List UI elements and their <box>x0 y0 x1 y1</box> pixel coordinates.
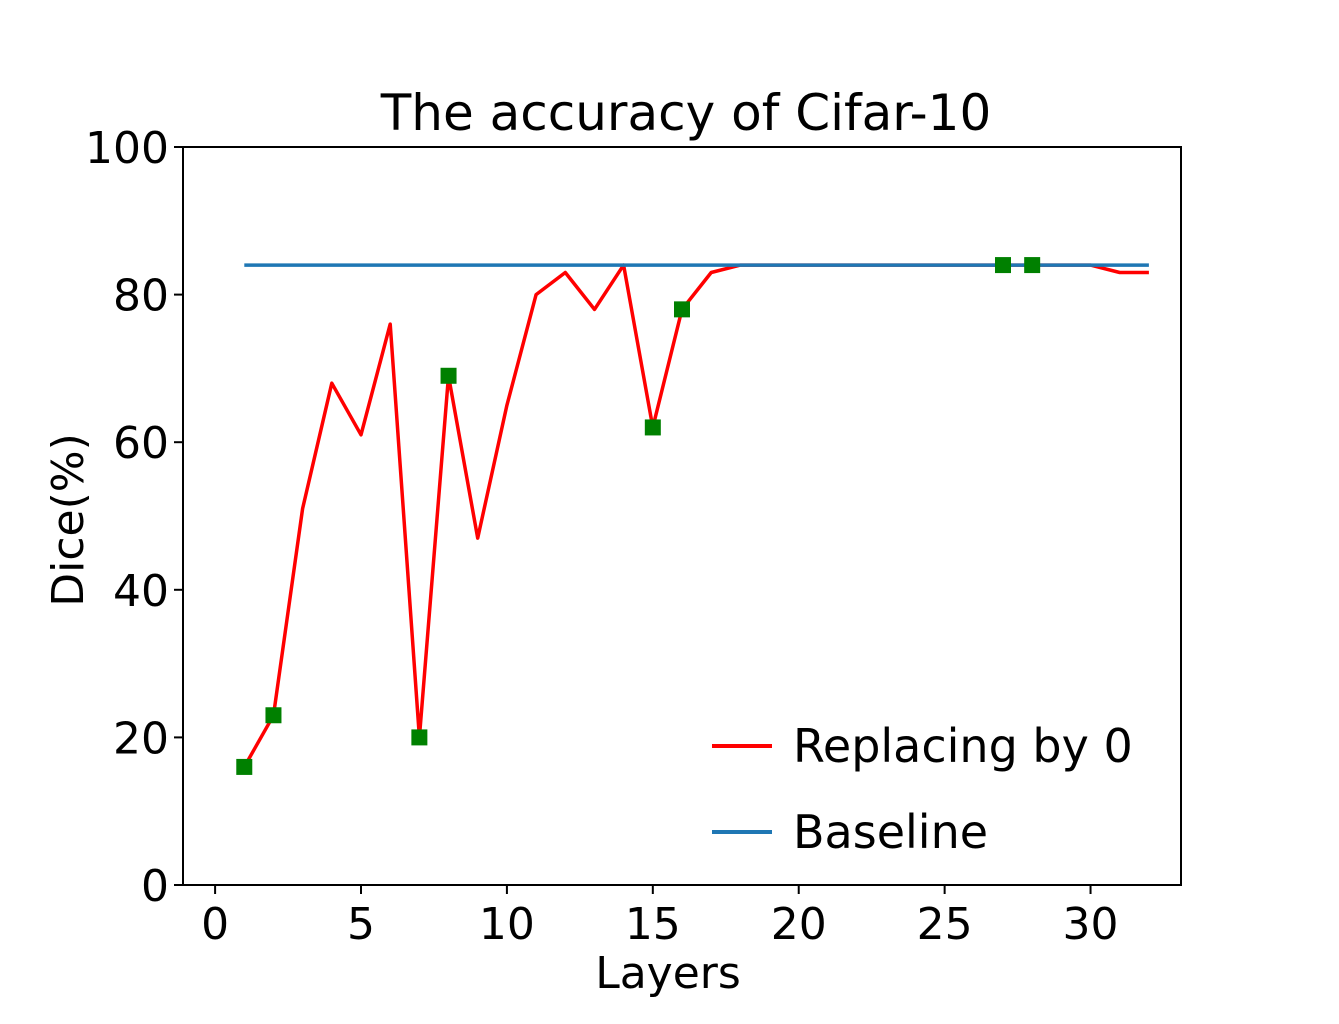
y-tick-label: 100 <box>85 123 169 174</box>
y-tick-label: 0 <box>141 861 169 912</box>
y-tick-label: 20 <box>113 713 169 764</box>
data-point-marker <box>1024 257 1041 274</box>
y-tick-label: 60 <box>113 418 169 469</box>
y-axis: 0 20 40 60 80 100 <box>85 123 183 912</box>
data-point-marker <box>440 367 457 384</box>
legend: Replacing by 0 Baseline <box>712 719 1133 859</box>
y-tick-label: 80 <box>113 271 169 322</box>
legend-label: Baseline <box>793 805 988 859</box>
data-point-marker <box>644 419 661 436</box>
axes-frame <box>182 146 1182 886</box>
x-tick-label: 0 <box>201 899 229 950</box>
data-point-marker <box>265 707 282 724</box>
data-point-marker <box>994 257 1011 274</box>
x-tick-label: 30 <box>1063 899 1119 950</box>
x-tick-label: 20 <box>771 899 827 950</box>
legend-label: Replacing by 0 <box>793 719 1133 773</box>
x-tick-label: 15 <box>625 899 681 950</box>
chart-title: The accuracy of Cifar-10 <box>380 84 992 142</box>
x-tick-label: 25 <box>917 899 973 950</box>
y-tick-label: 40 <box>113 566 169 617</box>
x-axis: 0 5 10 15 20 25 30 <box>201 885 1119 950</box>
x-axis-label: Layers <box>595 948 741 999</box>
data-point-marker <box>236 758 253 775</box>
data-point-marker <box>674 301 690 318</box>
y-axis-label: Dice(%) <box>43 433 94 607</box>
series-line-0 <box>242 263 1149 768</box>
x-tick-label: 5 <box>347 899 375 950</box>
x-tick-label: 10 <box>479 899 535 950</box>
plot-area <box>236 257 1149 775</box>
data-point-marker <box>411 729 428 746</box>
